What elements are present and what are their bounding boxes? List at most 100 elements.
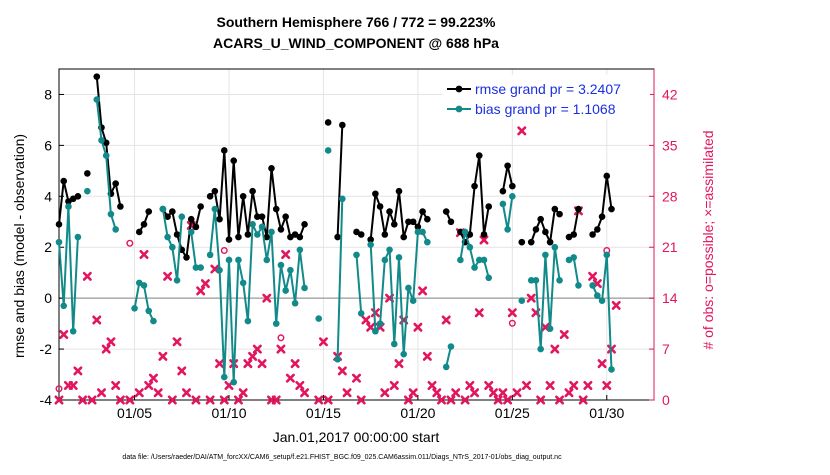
obs-possible-marker <box>277 334 285 342</box>
data-point <box>272 205 280 213</box>
data-point <box>263 233 271 241</box>
obs-assimilated-marker <box>106 337 116 347</box>
data-point <box>395 187 403 195</box>
obs-assimilated-marker <box>427 380 437 390</box>
obs-assimilated-marker <box>503 395 513 405</box>
data-point <box>504 162 511 170</box>
data-point <box>386 246 393 254</box>
series-line <box>336 198 344 360</box>
series-line <box>591 175 613 236</box>
data-point <box>475 152 483 159</box>
data-point <box>173 277 181 284</box>
y-tick-label: -2 <box>40 341 53 357</box>
data-point <box>277 226 285 233</box>
data-point <box>140 282 148 289</box>
obs-assimilated-marker <box>517 126 527 136</box>
data-point <box>589 231 596 238</box>
data-point <box>254 231 261 238</box>
obs-assimilated-marker <box>588 271 598 281</box>
y-axis-label-right: # of obs: o=possible; ×=assimilated <box>700 130 716 349</box>
data-point <box>603 172 611 180</box>
data-point <box>287 266 294 274</box>
obs-assimilated-marker <box>281 250 291 260</box>
y-right-tick-label: 28 <box>662 188 678 204</box>
obs-assimilated-marker <box>115 395 125 405</box>
data-point <box>145 208 153 215</box>
obs-assimilated-marker <box>73 366 83 376</box>
data-point <box>537 215 544 223</box>
obs-assimilated-marker <box>493 395 503 405</box>
obs-assimilated-marker <box>182 388 191 398</box>
obs-assimilated-marker <box>290 359 300 369</box>
data-point <box>239 279 247 287</box>
data-point <box>239 193 247 200</box>
data-point <box>485 203 493 210</box>
series-0 <box>55 73 615 261</box>
data-point <box>509 193 516 200</box>
data-point <box>509 182 516 190</box>
data-point <box>471 264 478 271</box>
left-axis-ticks: -4 -2 0 2 4 6 8 <box>40 86 64 408</box>
data-point <box>409 297 417 305</box>
obs-assimilated-marker <box>167 395 177 405</box>
obs-assimilated-marker <box>498 388 508 398</box>
x-tick-label: 01/30 <box>589 405 624 421</box>
data-point <box>324 147 332 154</box>
data-point <box>471 182 478 190</box>
obs-assimilated-marker <box>451 388 461 398</box>
y-right-tick-label: 14 <box>662 290 678 306</box>
data-point <box>112 180 119 187</box>
obs-assimilated-marker <box>139 250 149 260</box>
y-right-tick-label: 21 <box>662 239 678 255</box>
obs-assimilated-marker <box>474 308 484 318</box>
obs-assimilated-marker <box>200 279 210 289</box>
data-point <box>570 231 578 238</box>
obs-assimilated-marker <box>243 359 253 369</box>
legend-box <box>442 75 650 119</box>
data-point <box>504 226 511 233</box>
x-tick-label: 01/25 <box>495 405 530 421</box>
data-point <box>376 320 384 327</box>
data-file-footnote: data file: /Users/raeder/DAI/ATM_forcXX/… <box>122 454 562 461</box>
data-point <box>315 315 323 322</box>
data-point <box>551 205 559 213</box>
obs-assimilated-marker <box>144 380 154 390</box>
obs-assimilated-marker <box>484 380 494 390</box>
data-point <box>164 213 171 220</box>
data-point <box>608 366 615 373</box>
obs-assimilated-marker <box>569 380 579 390</box>
data-point <box>140 221 148 228</box>
data-point <box>249 221 256 228</box>
obs-assimilated-marker <box>158 351 168 361</box>
data-point <box>334 355 341 363</box>
data-point <box>55 221 63 228</box>
obs-assimilated-marker <box>422 351 432 361</box>
obs-assimilated-marker <box>163 271 173 281</box>
obs-assimilated-marker <box>318 337 328 347</box>
x-axis-ticks: 01/05 01/10 01/15 01/20 01/25 01/30 <box>117 395 625 421</box>
data-point <box>447 218 455 226</box>
data-point <box>546 325 554 333</box>
data-point <box>225 236 233 243</box>
data-point <box>603 251 611 259</box>
data-point <box>537 345 544 353</box>
obs-assimilated-marker <box>536 395 546 405</box>
data-point <box>405 284 412 292</box>
data-point <box>131 305 138 312</box>
obs-assimilated-marker <box>389 380 399 390</box>
data-point <box>244 317 252 325</box>
data-point <box>414 228 422 236</box>
data-point <box>594 292 601 299</box>
obs-assimilated-marker <box>92 315 102 325</box>
y-tick-label: 6 <box>44 137 52 153</box>
data-point <box>575 205 582 213</box>
obs-assimilated-marker <box>271 395 281 405</box>
obs-assimilated-marker <box>59 330 69 340</box>
obs-assimilated-marker <box>153 388 163 398</box>
y-right-tick-label: 7 <box>662 341 670 357</box>
legend: rmse grand pr = 3.2407 bias grand pr = 1… <box>442 75 650 119</box>
data-point <box>339 121 346 129</box>
data-point <box>230 378 238 386</box>
